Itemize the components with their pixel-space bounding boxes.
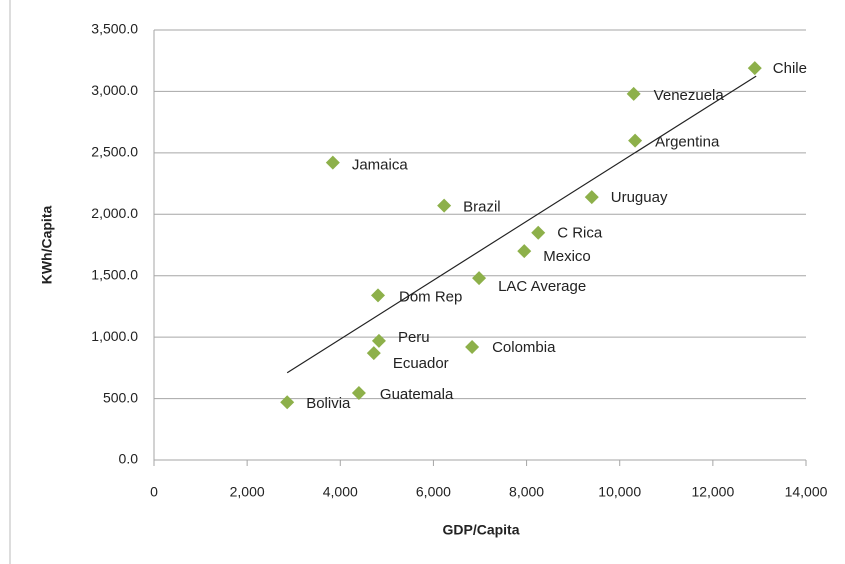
y-tick-label: 2,500.0: [91, 144, 138, 160]
point-label: LAC Average: [498, 278, 586, 295]
point-label: Colombia: [492, 339, 556, 356]
point-label: Argentina: [655, 134, 720, 151]
point: [351, 386, 366, 401]
x-tick-label: 4,000: [323, 484, 358, 500]
point: [280, 395, 295, 410]
x-tick-label: 14,000: [785, 484, 828, 500]
point: [371, 333, 386, 348]
y-tick-label: 2,000.0: [91, 205, 138, 221]
trend-line: [286, 75, 757, 374]
point-label: Peru: [398, 329, 430, 346]
point: [628, 133, 643, 148]
x-axis-title: GDP/Capita: [442, 522, 519, 538]
y-tick-label: 0.0: [119, 451, 139, 467]
y-tick-label: 3,500.0: [91, 21, 138, 37]
point-label: Mexico: [543, 248, 591, 265]
point-label: Bolivia: [306, 395, 351, 412]
x-tick-label: 2,000: [230, 484, 265, 500]
point-label: C Rica: [557, 225, 603, 242]
point-label: Dom Rep: [399, 288, 462, 305]
x-tick-label: 8,000: [509, 484, 544, 500]
point-label: Venezuela: [654, 87, 725, 104]
point: [465, 339, 480, 354]
point: [517, 244, 532, 259]
y-tick-label: 1,000.0: [91, 328, 138, 344]
point-label: Guatemala: [380, 386, 454, 403]
point: [626, 86, 641, 101]
x-tick-label: 12,000: [691, 484, 734, 500]
point: [472, 271, 487, 286]
point: [747, 61, 762, 76]
point-label: Brazil: [463, 199, 501, 216]
y-axis-title: KWh/Capita: [39, 206, 55, 285]
point: [366, 346, 381, 361]
x-tick-label: 0: [150, 484, 158, 500]
point-label: Chile: [773, 60, 807, 77]
y-tick-label: 1,500.0: [91, 266, 138, 282]
point: [325, 155, 340, 170]
x-tick-label: 10,000: [598, 484, 641, 500]
y-tick-label: 3,000.0: [91, 82, 138, 98]
point-label: Uruguay: [611, 189, 668, 206]
point: [584, 190, 599, 205]
point: [437, 198, 452, 213]
point: [371, 288, 386, 303]
point: [531, 225, 546, 240]
y-tick-label: 500.0: [103, 389, 138, 405]
point-label: Jamaica: [352, 157, 409, 174]
x-tick-label: 6,000: [416, 484, 451, 500]
point-label: Ecuador: [393, 355, 449, 372]
